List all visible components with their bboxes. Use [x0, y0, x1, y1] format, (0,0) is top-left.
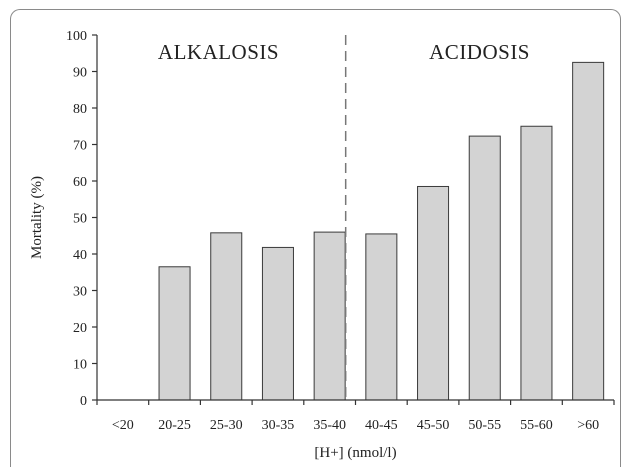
bar-50-55 [468, 135, 501, 401]
y-tick-label: 10 [73, 358, 87, 373]
x-tick-label: 25-30 [210, 418, 243, 433]
bar-40-45 [365, 233, 398, 401]
y-ticks-group: 0 10 20 30 40 50 60 70 80 90 100 [66, 29, 97, 409]
y-tick-label: 100 [66, 29, 87, 44]
y-tick-label: 0 [80, 394, 87, 409]
y-tick-label: 90 [73, 66, 87, 81]
x-tick-label: 30-35 [262, 418, 295, 433]
bar-30-35 [261, 246, 294, 401]
x-tick-label: 35-40 [313, 418, 346, 433]
y-tick-label: 40 [73, 248, 87, 263]
y-tick-label: 20 [73, 321, 87, 336]
bar-45-50 [417, 185, 450, 401]
y-tick-label: 70 [73, 139, 87, 154]
y-tick-label: 80 [73, 102, 87, 117]
x-axis-title: [H+] (nmol/l) [314, 445, 396, 461]
bar-35-40 [313, 231, 346, 401]
x-tick-label: >60 [577, 418, 599, 433]
y-tick-label: 50 [73, 212, 87, 227]
bar->60 [572, 61, 605, 401]
bar-25-30 [210, 232, 243, 401]
bars-group [158, 61, 605, 401]
x-tick-label: 45-50 [417, 418, 450, 433]
x-tick-label: 20-25 [158, 418, 191, 433]
x-tick-label: <20 [112, 418, 134, 433]
y-tick-label: 60 [73, 175, 87, 190]
y-axis-title: Mortality (%) [29, 176, 45, 259]
bar-55-60 [520, 125, 553, 401]
y-tick-label: 30 [73, 285, 87, 300]
bar-20-25 [158, 266, 191, 401]
acidosis-label: ACIDOSIS [429, 40, 530, 64]
x-ticks-group: <20 20-25 25-30 30-35 35-40 40-45 45-50 50-55 55… [96, 400, 615, 433]
alkalosis-label: ALKALOSIS [158, 40, 279, 64]
x-tick-label: 40-45 [365, 418, 398, 433]
chart-frame [10, 9, 621, 467]
x-tick-label: 50-55 [468, 418, 501, 433]
x-tick-label: 55-60 [520, 418, 553, 433]
